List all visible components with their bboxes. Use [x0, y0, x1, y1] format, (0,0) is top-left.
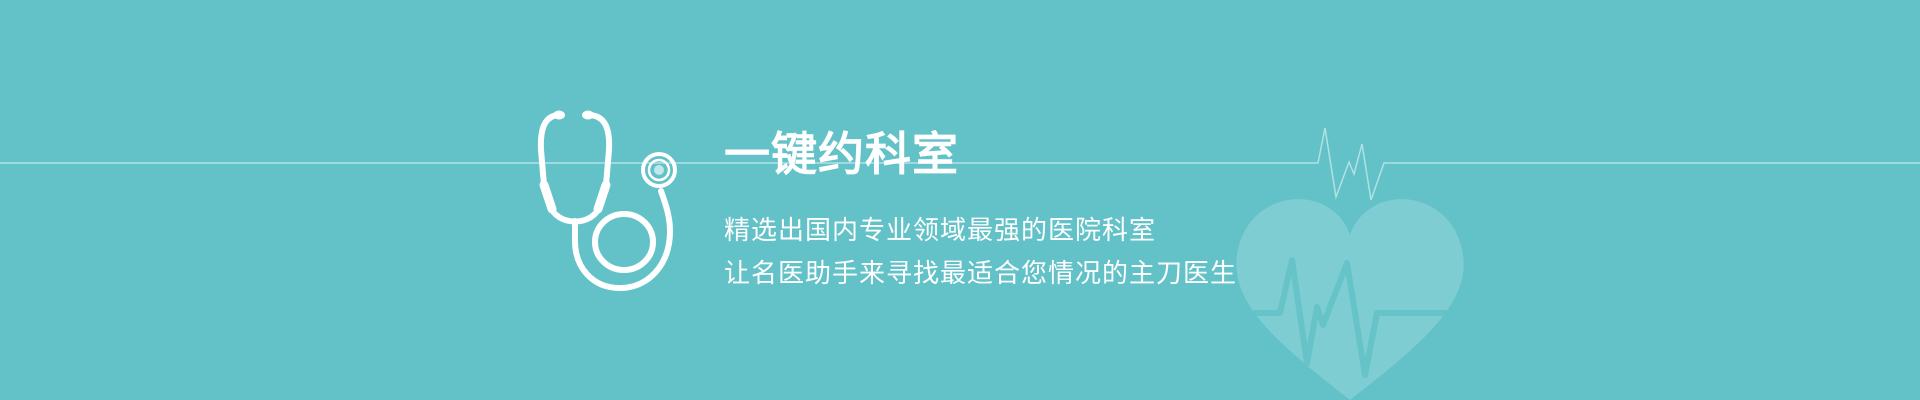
- heart-icon: [1236, 199, 1464, 400]
- description-line: 让名医助手来寻找最适合您情况的主刀医生: [724, 259, 1238, 289]
- banner-description: 精选出国内专业领域最强的医院科室 让名医助手来寻找最适合您情况的主刀医生: [724, 210, 1237, 296]
- stethoscope-icon: [537, 110, 677, 291]
- description-line: 精选出国内专业领域最强的医院科室: [724, 216, 1157, 246]
- banner-title: 一键约科室: [724, 127, 959, 181]
